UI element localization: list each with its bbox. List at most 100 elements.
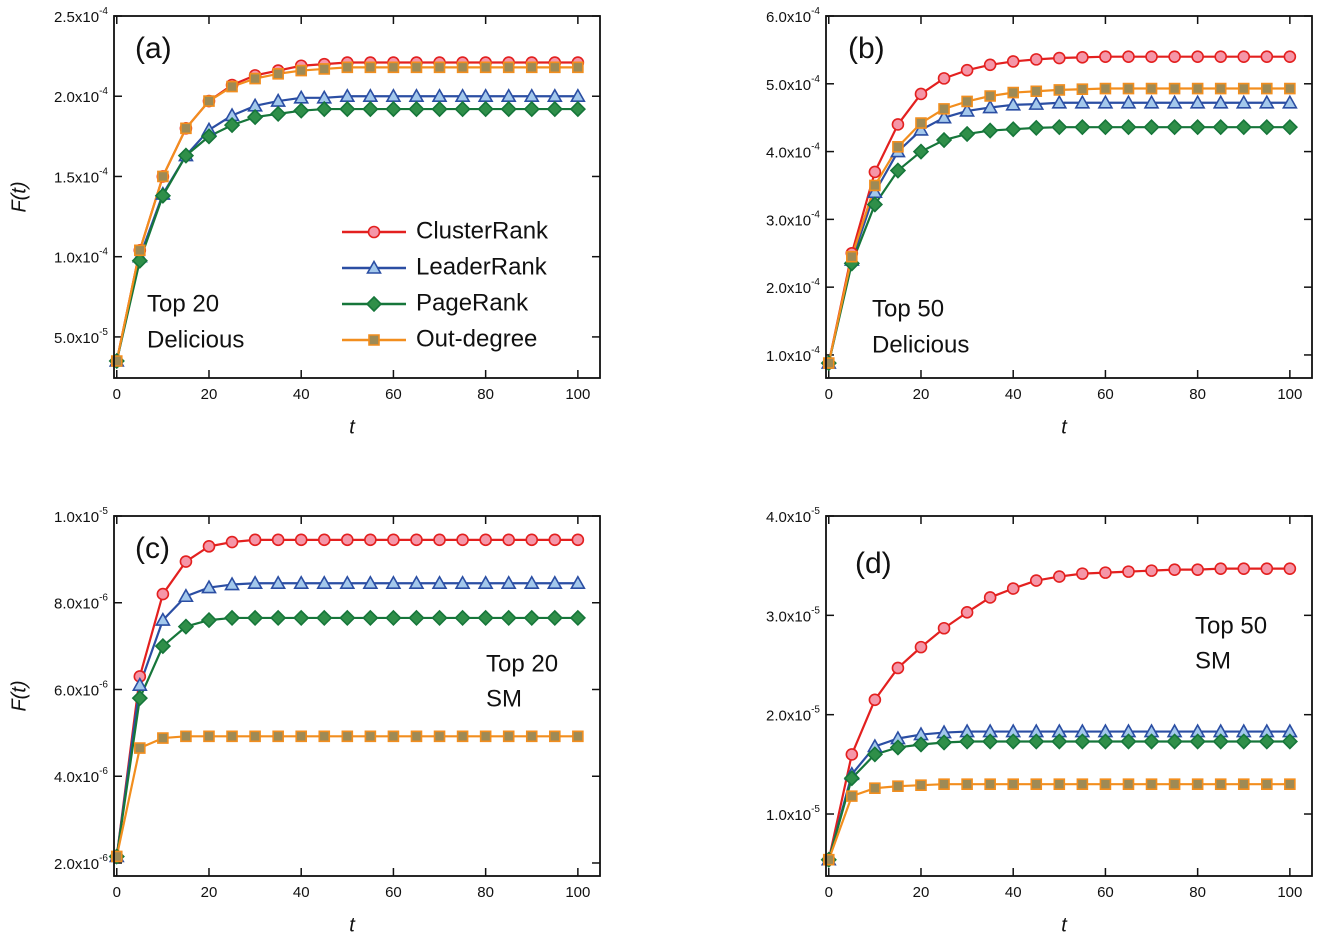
- marker: [154, 187, 172, 204]
- marker: [937, 621, 951, 635]
- y-tick-label: 5.0x10-4: [766, 73, 820, 93]
- y-tick-label: 2.0x10-4: [54, 86, 108, 106]
- marker: [318, 730, 331, 743]
- marker: [180, 122, 192, 135]
- marker: [1007, 778, 1020, 791]
- marker: [1284, 82, 1296, 95]
- marker: [1283, 50, 1297, 63]
- x-tick-label: 80: [1189, 884, 1206, 901]
- marker: [1283, 562, 1297, 575]
- marker: [200, 128, 218, 145]
- marker: [295, 730, 308, 743]
- marker: [1166, 733, 1183, 750]
- marker: [456, 61, 469, 74]
- marker: [408, 100, 425, 118]
- y-tick-label: 2.0x10-5: [766, 704, 820, 724]
- marker: [1005, 96, 1022, 111]
- marker: [1007, 86, 1020, 99]
- marker: [1237, 50, 1251, 63]
- x-tick-label: 100: [565, 386, 590, 403]
- marker: [157, 732, 169, 744]
- marker: [1237, 778, 1250, 791]
- marker: [477, 609, 494, 627]
- marker: [961, 778, 973, 791]
- marker: [364, 730, 377, 743]
- marker: [869, 782, 881, 794]
- marker: [1122, 778, 1135, 791]
- marker: [960, 63, 974, 77]
- x-tick-label: 20: [913, 884, 930, 901]
- marker: [433, 533, 446, 547]
- marker: [1189, 94, 1206, 109]
- marker: [1074, 733, 1091, 750]
- legend-label: Out-degree: [416, 325, 537, 352]
- x-tick-label: 20: [913, 386, 930, 403]
- marker: [456, 730, 469, 743]
- marker: [1237, 82, 1250, 95]
- panel: 0 20 40 60 80 100 1.0x10-5 2.0x10-5 3.0x10-5 4.0x…: [766, 506, 1313, 935]
- marker: [546, 575, 563, 590]
- marker: [1281, 94, 1298, 109]
- marker: [891, 661, 905, 675]
- legend-marker: [365, 295, 383, 313]
- marker: [1122, 82, 1135, 95]
- marker: [868, 693, 882, 707]
- marker: [362, 100, 379, 118]
- marker: [131, 252, 148, 269]
- x-tick-label: 40: [1005, 884, 1022, 901]
- legend-marker: [367, 225, 381, 239]
- marker: [571, 533, 585, 547]
- marker: [1191, 563, 1204, 576]
- marker: [1168, 563, 1181, 576]
- marker: [479, 533, 492, 547]
- marker: [479, 61, 492, 74]
- marker: [525, 61, 538, 74]
- x-tick-label: 100: [1277, 884, 1302, 901]
- marker: [1258, 94, 1275, 109]
- x-axis-label: t: [349, 914, 356, 935]
- marker: [525, 533, 539, 547]
- marker: [845, 748, 859, 761]
- marker: [1006, 55, 1020, 68]
- marker: [454, 609, 471, 627]
- marker: [1145, 564, 1158, 577]
- marker: [1168, 778, 1181, 791]
- x-tick-label: 80: [1189, 386, 1206, 403]
- marker: [889, 739, 907, 756]
- marker: [938, 103, 950, 115]
- marker: [341, 533, 354, 547]
- marker: [1214, 562, 1228, 575]
- marker: [364, 533, 377, 547]
- series-line: [115, 735, 578, 857]
- marker: [1097, 733, 1114, 750]
- marker: [246, 609, 264, 627]
- marker: [569, 100, 586, 118]
- annotation: Top 50: [872, 295, 944, 322]
- marker: [1166, 94, 1183, 109]
- y-axis-label: F(t): [8, 181, 30, 212]
- marker: [572, 61, 584, 74]
- marker: [433, 61, 446, 74]
- x-axis-label: t: [1061, 914, 1068, 935]
- y-tick-label: 6.0x10-4: [766, 6, 820, 26]
- panel-label: (d): [855, 547, 892, 580]
- marker: [549, 730, 561, 743]
- marker: [131, 690, 148, 707]
- marker: [454, 575, 471, 590]
- marker: [270, 105, 287, 123]
- marker: [960, 606, 974, 619]
- x-tick-label: 60: [1097, 386, 1114, 403]
- panel-label: (a): [135, 32, 172, 65]
- marker: [247, 575, 263, 590]
- marker: [1189, 733, 1206, 750]
- marker: [1235, 733, 1252, 750]
- marker: [892, 780, 904, 792]
- marker: [408, 575, 425, 590]
- marker: [913, 121, 929, 136]
- marker: [433, 730, 446, 743]
- marker: [914, 640, 928, 654]
- marker: [1168, 50, 1181, 63]
- marker: [385, 609, 402, 627]
- marker: [157, 170, 169, 183]
- marker: [1214, 82, 1227, 95]
